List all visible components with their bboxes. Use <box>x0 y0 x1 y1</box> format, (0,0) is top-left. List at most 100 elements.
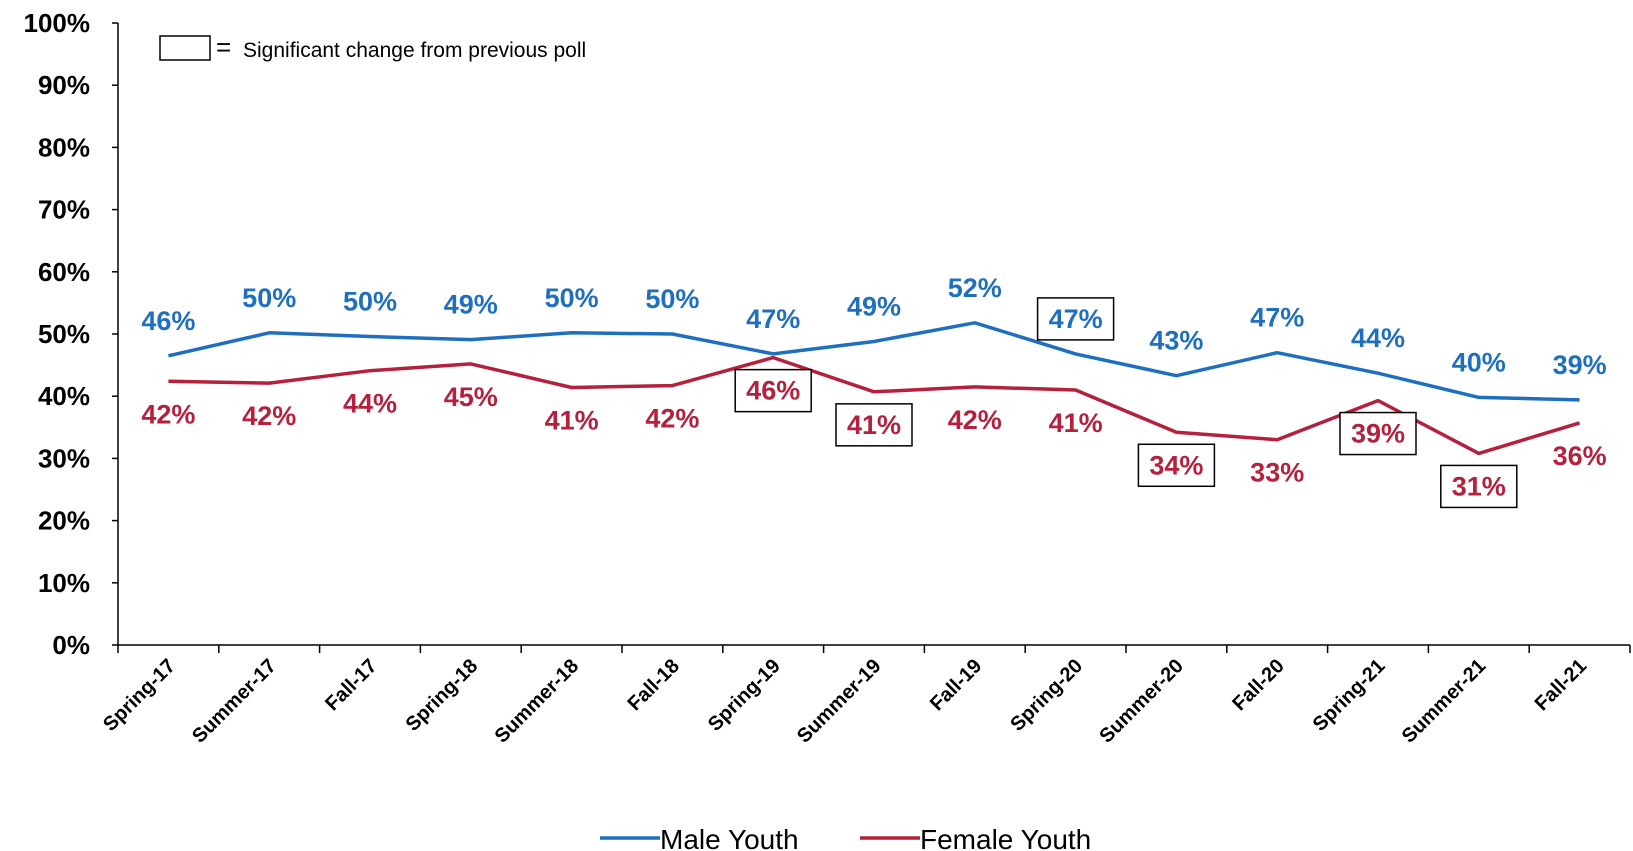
female-data-label: 36% <box>1553 441 1607 471</box>
female-data-label-group: 45% <box>444 382 498 412</box>
y-tick-label: 10% <box>38 568 90 598</box>
female-data-label-group: 41% <box>545 405 599 435</box>
female-data-label: 41% <box>1049 408 1103 438</box>
female-data-label: 42% <box>645 404 699 434</box>
significance-equals: = <box>216 32 231 62</box>
legend-label-male-youth: Male Youth <box>660 824 799 851</box>
male-data-label: 47% <box>1250 303 1304 333</box>
female-data-label-group: 42% <box>242 401 296 431</box>
female-data-label: 41% <box>847 410 901 440</box>
significance-box <box>1137 443 1216 488</box>
female-data-label-group: 39% <box>1339 411 1417 456</box>
significance-box <box>1440 464 1518 509</box>
male-data-label: 39% <box>1553 350 1607 380</box>
y-tick-label: 100% <box>24 8 91 38</box>
male-data-label-group: 49% <box>847 291 901 321</box>
male-data-label-group: 47% <box>746 304 800 334</box>
female-data-label-group: 31% <box>1440 464 1518 509</box>
male-data-label: 50% <box>242 283 296 313</box>
significance-note-text: Significant change from previous poll <box>243 39 586 62</box>
male-data-label: 44% <box>1351 323 1405 353</box>
legend: Male Youth Female Youth <box>600 824 1091 851</box>
x-tick-label: Summer-19 <box>793 655 886 748</box>
female-data-label: 42% <box>141 399 195 429</box>
male-data-label-group: 47% <box>1250 303 1304 333</box>
female-data-label-group: 42% <box>141 399 195 429</box>
x-tick-label: Spring-21 <box>1309 655 1390 736</box>
significance-box <box>1036 297 1115 341</box>
female-data-label: 41% <box>545 405 599 435</box>
legend-label-female-youth: Female Youth <box>920 824 1091 851</box>
significance-box-symbol <box>159 35 211 61</box>
female-data-label-group: 41% <box>1049 408 1103 438</box>
male-data-label: 49% <box>444 290 498 320</box>
y-tick-label: 60% <box>38 257 90 287</box>
female-data-label-group: 34% <box>1137 443 1216 488</box>
male-data-label: 52% <box>948 273 1002 303</box>
female-data-label-group: 44% <box>343 389 397 419</box>
male-data-label: 50% <box>343 286 397 316</box>
x-tick-label: Spring-20 <box>1006 655 1087 736</box>
female-data-label: 45% <box>444 382 498 412</box>
x-tick-label: Spring-17 <box>99 655 180 736</box>
data-labels: 46% 42% 50% 42% 50% 44% 49% 45% 50% 41% 50% 42% 47% 4… <box>141 273 1607 509</box>
female-data-label-group: 41% <box>835 403 913 447</box>
female-data-label: 42% <box>948 405 1002 435</box>
male-data-label-group: 40% <box>1452 347 1506 377</box>
female-data-label: 33% <box>1250 458 1304 488</box>
x-tick-label: Summer-17 <box>188 655 281 748</box>
y-tick-label: 40% <box>38 381 90 411</box>
y-tick-label: 0% <box>52 630 90 660</box>
male-data-label: 47% <box>1049 304 1103 334</box>
male-data-label-group: 50% <box>242 283 296 313</box>
y-tick-label: 90% <box>38 70 90 100</box>
significance-note: = Significant change from previous poll <box>159 32 586 62</box>
significance-box <box>835 403 913 447</box>
male-data-label: 50% <box>545 283 599 313</box>
y-tick-label: 50% <box>38 319 90 349</box>
male-data-label-group: 50% <box>343 286 397 316</box>
female-data-label-group: 36% <box>1553 441 1607 471</box>
female-data-label: 42% <box>242 401 296 431</box>
female-data-label-group: 42% <box>948 405 1002 435</box>
male-data-label: 47% <box>746 304 800 334</box>
male-data-label-group: 43% <box>1149 326 1203 356</box>
x-tick-label: Summer-18 <box>491 655 584 748</box>
female-data-label-group: 33% <box>1250 458 1304 488</box>
axes: 0% 10% 20% 30% 40% 50% 60% 70% 80% 90% 100% Spring-… <box>24 8 1631 748</box>
male-data-label-group: 50% <box>545 283 599 313</box>
male-data-label: 46% <box>141 306 195 336</box>
male-data-label: 40% <box>1452 347 1506 377</box>
male-data-label: 43% <box>1149 326 1203 356</box>
x-tick-label: Fall-18 <box>624 655 684 715</box>
male-data-label-group: 52% <box>948 273 1002 303</box>
series-line-male-youth <box>168 321 1580 402</box>
male-data-label-group: 46% <box>141 306 195 336</box>
female-data-label: 44% <box>343 389 397 419</box>
y-tick-label: 20% <box>38 506 90 536</box>
x-tick-label: Summer-21 <box>1398 655 1491 748</box>
significance-box <box>734 368 812 413</box>
female-data-label: 31% <box>1452 471 1506 501</box>
female-data-label: 39% <box>1351 419 1405 449</box>
x-tick-label: Fall-19 <box>926 655 986 715</box>
y-tick-label: 80% <box>38 132 90 162</box>
x-tick-label: Fall-21 <box>1531 655 1591 715</box>
male-data-label-group: 47% <box>1036 297 1115 341</box>
female-data-label-group: 42% <box>645 404 699 434</box>
male-data-label-group: 50% <box>645 284 699 314</box>
male-data-label-group: 44% <box>1351 323 1405 353</box>
x-tick-label: Fall-17 <box>321 655 381 715</box>
male-data-label-group: 49% <box>444 290 498 320</box>
x-tick-label: Summer-20 <box>1095 655 1188 748</box>
x-tick-label: Fall-20 <box>1228 655 1288 715</box>
male-data-label: 49% <box>847 291 901 321</box>
y-tick-label: 70% <box>38 195 90 225</box>
x-tick-label: Spring-18 <box>402 655 483 736</box>
female-data-label: 46% <box>746 376 800 406</box>
male-data-label-group: 39% <box>1553 350 1607 380</box>
x-tick-label: Spring-19 <box>704 655 785 736</box>
male-data-label: 50% <box>645 284 699 314</box>
female-data-label: 34% <box>1149 450 1203 480</box>
